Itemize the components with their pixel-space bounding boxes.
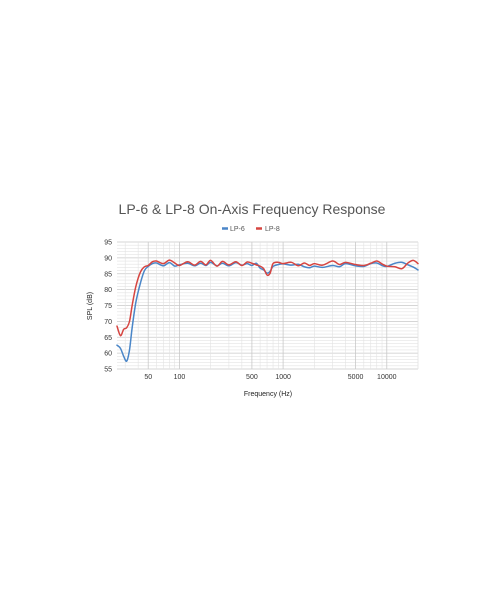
y-tick-label: 65 — [104, 335, 112, 342]
x-tick-label: 100 — [174, 374, 186, 381]
x-tick-label: 1000 — [275, 374, 291, 381]
y-tick-label: 60 — [104, 351, 112, 358]
y-tick-label: 95 — [104, 240, 112, 247]
y-axis-title: SPL (dB) — [87, 292, 94, 320]
y-tick-label: 75 — [104, 303, 112, 310]
y-tick-label: 85 — [104, 271, 112, 278]
series-lines — [116, 259, 419, 362]
x-tick-label: 50 — [144, 374, 152, 381]
y-tick-label: 55 — [104, 367, 112, 374]
y-tick-label: 80 — [104, 287, 112, 294]
y-tick-label: 90 — [104, 255, 112, 262]
x-tick-label: 5000 — [348, 374, 364, 381]
chart-title: LP-6 & LP-8 On-Axis Frequency Response — [119, 201, 386, 217]
grid — [117, 241, 419, 370]
x-axis-title: Frequency (Hz) — [244, 391, 292, 398]
y-tick-label: 70 — [104, 319, 112, 326]
legend-label-lp8: LP-8 — [265, 226, 280, 233]
x-axis-ticks: 50 100 500 1000 5000 10000 — [144, 374, 396, 381]
series-line-lp-8 — [116, 259, 419, 337]
x-tick-label: 500 — [246, 374, 258, 381]
legend: LP-6 LP-8 — [222, 226, 280, 233]
y-axis-ticks: 55 60 65 70 75 80 85 90 95 — [104, 240, 112, 374]
x-tick-label: 10000 — [377, 374, 397, 381]
legend-label-lp6: LP-6 — [230, 226, 245, 233]
